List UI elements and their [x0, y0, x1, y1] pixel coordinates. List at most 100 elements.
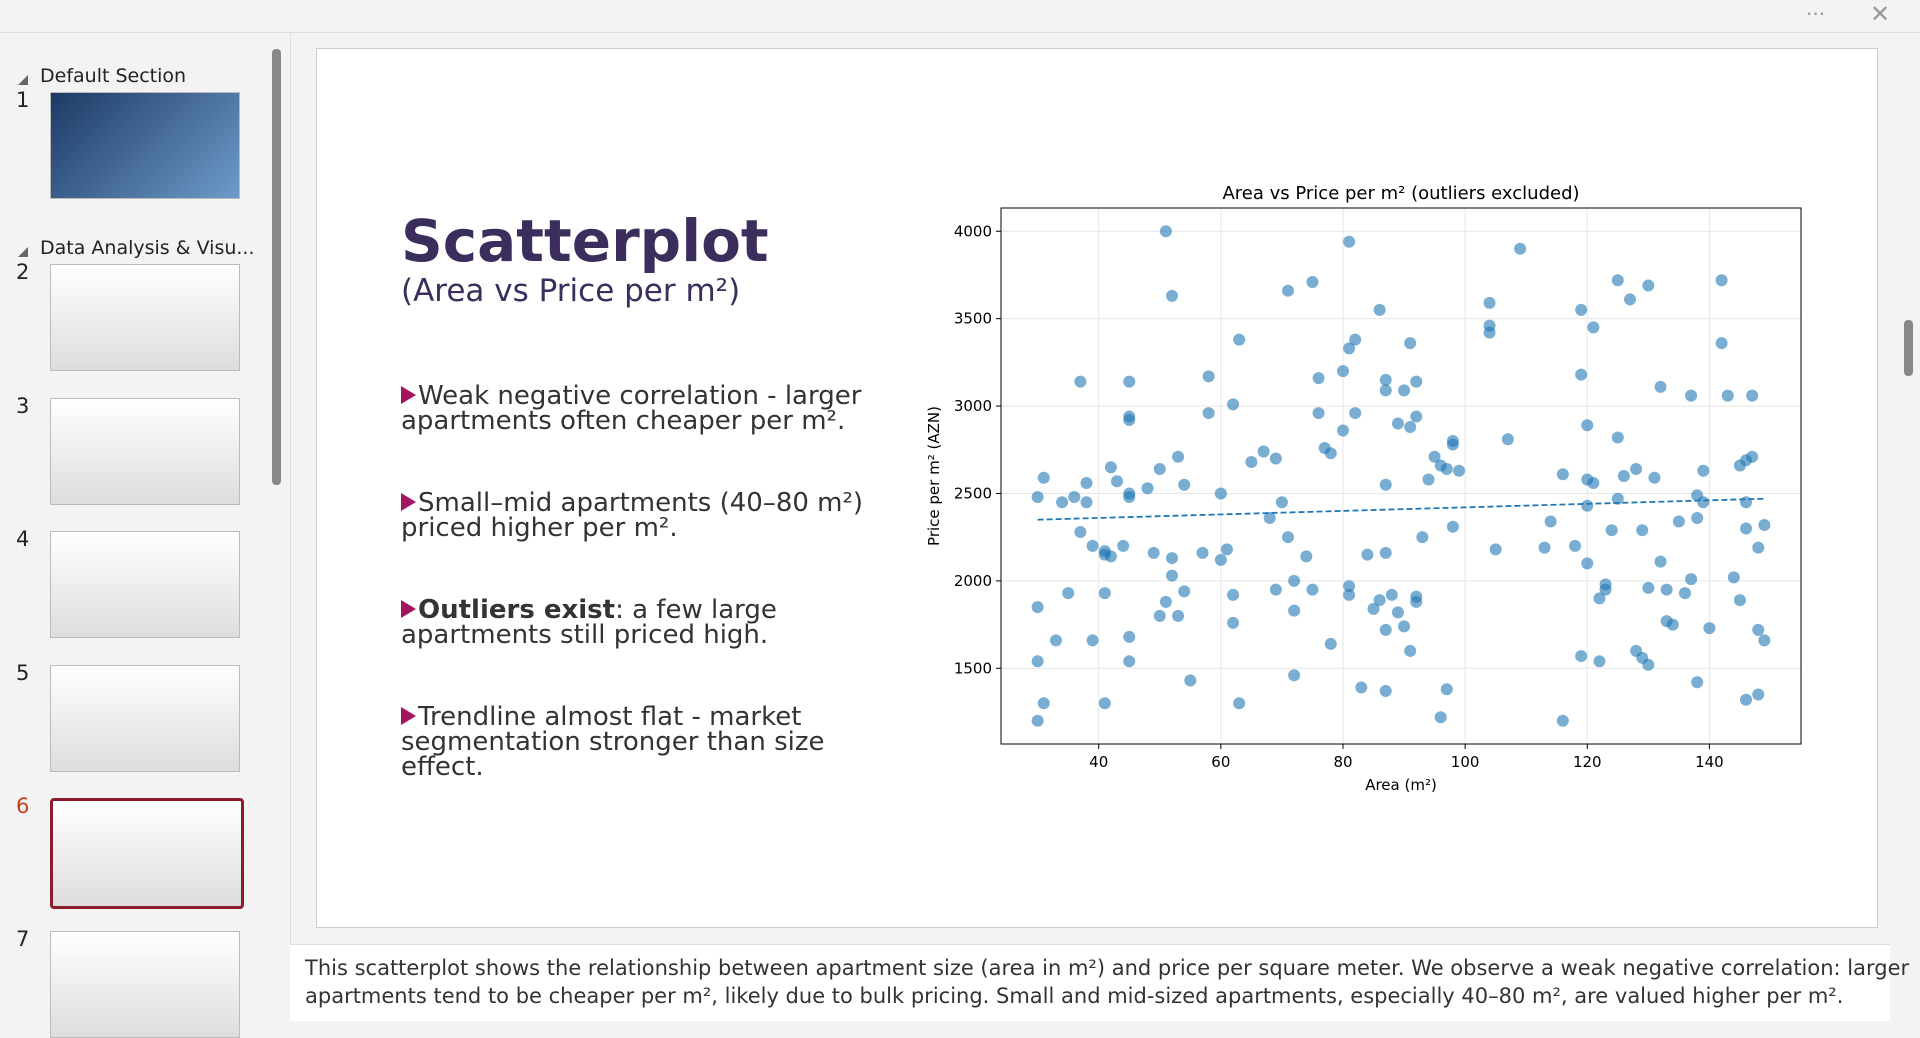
x-tick-label: 100 [1451, 753, 1480, 771]
point [1569, 539, 1582, 552]
slide-thumbnail[interactable] [50, 264, 240, 371]
point [1379, 384, 1392, 397]
point [1581, 419, 1594, 432]
point [1257, 445, 1270, 458]
point [1306, 583, 1319, 596]
point [1263, 511, 1276, 524]
trendline [1037, 497, 1765, 521]
point [1544, 515, 1557, 528]
point [1398, 620, 1411, 633]
x-tick-label: 60 [1211, 753, 1230, 771]
point [1740, 496, 1753, 509]
x-tick-label: 120 [1573, 753, 1602, 771]
slide-thumbnail[interactable] [50, 92, 240, 199]
point [1636, 524, 1649, 537]
slide-number: 2 [16, 260, 30, 284]
point [1642, 581, 1655, 594]
point [1642, 658, 1655, 671]
slide-number: 4 [16, 527, 30, 551]
point [1312, 372, 1325, 385]
slide-thumbnail[interactable] [50, 531, 240, 638]
point [1343, 342, 1356, 355]
slide-thumbnail[interactable] [50, 398, 240, 505]
point [1098, 587, 1111, 600]
point [1269, 452, 1282, 465]
point [1098, 697, 1111, 710]
point [1031, 714, 1044, 727]
point [1642, 279, 1655, 292]
slide-scrollbar[interactable] [1904, 320, 1913, 376]
point [1538, 541, 1551, 554]
point [1080, 476, 1093, 489]
point [1581, 557, 1594, 570]
point [1159, 595, 1172, 608]
point [1220, 543, 1233, 556]
point [1165, 289, 1178, 302]
point [1391, 417, 1404, 430]
notes-text: apartments tend to be cheaper per m², li… [305, 984, 1844, 1008]
point [1269, 583, 1282, 596]
point [1654, 380, 1667, 393]
point [1385, 588, 1398, 601]
point [1599, 578, 1612, 591]
point [1556, 468, 1569, 481]
point [1159, 225, 1172, 238]
slide: Scatterplot (Area vs Price per m²) Weak … [316, 48, 1878, 928]
point [1611, 492, 1624, 505]
point [1037, 471, 1050, 484]
point [1336, 365, 1349, 378]
point [1037, 697, 1050, 710]
slide-thumbnail[interactable] [50, 665, 240, 772]
notes-text: This scatterplot shows the relationship … [305, 956, 1910, 980]
close-button[interactable]: ✕ [1870, 0, 1891, 28]
point [1691, 511, 1704, 524]
point [1593, 655, 1606, 668]
point [1031, 490, 1044, 503]
point [1379, 546, 1392, 559]
more-button[interactable]: ··· [1806, 2, 1826, 26]
point [1282, 531, 1295, 544]
slide-thumbnail[interactable] [50, 798, 244, 909]
point [1312, 407, 1325, 420]
scrollbar[interactable] [272, 49, 281, 485]
point [1446, 438, 1459, 451]
point [1556, 714, 1569, 727]
bullet: Small–mid apartments (40–80 m²) priced h… [401, 488, 901, 543]
point [1202, 370, 1215, 383]
bullet-text: Small–mid apartments (40–80 m²) priced h… [401, 488, 864, 543]
point [1165, 569, 1178, 582]
point [1727, 571, 1740, 584]
point [1440, 683, 1453, 696]
bullet-text: : a few large apartments still priced hi… [401, 595, 777, 650]
section-toggle [18, 247, 28, 257]
point [1324, 637, 1337, 650]
point [1446, 520, 1459, 533]
point [1740, 693, 1753, 706]
y-tick-label: 4000 [954, 222, 992, 240]
point [1379, 478, 1392, 491]
point [1123, 490, 1136, 503]
slide-thumbnail[interactable] [50, 931, 240, 1038]
point [1172, 609, 1185, 622]
slide-panel: Default Section Data Analysis & Visu... 1 2… [0, 33, 291, 1038]
point [1575, 368, 1588, 381]
point [1752, 623, 1765, 636]
point [1123, 630, 1136, 643]
point [1214, 553, 1227, 566]
point [1428, 450, 1441, 463]
point [1196, 546, 1209, 559]
chart-title: Area vs Price per m² (outliers excluded) [1222, 183, 1579, 204]
point [1373, 594, 1386, 607]
point [1233, 333, 1246, 346]
notes-pane: This scatterplot shows the relationship … [290, 944, 1909, 1021]
point [1685, 389, 1698, 402]
point [1391, 606, 1404, 619]
point [1282, 284, 1295, 297]
point [1691, 676, 1704, 689]
point [1227, 616, 1240, 629]
slide-number: 3 [16, 394, 30, 418]
point [1361, 548, 1374, 561]
point [1514, 242, 1527, 255]
point [1056, 496, 1069, 509]
